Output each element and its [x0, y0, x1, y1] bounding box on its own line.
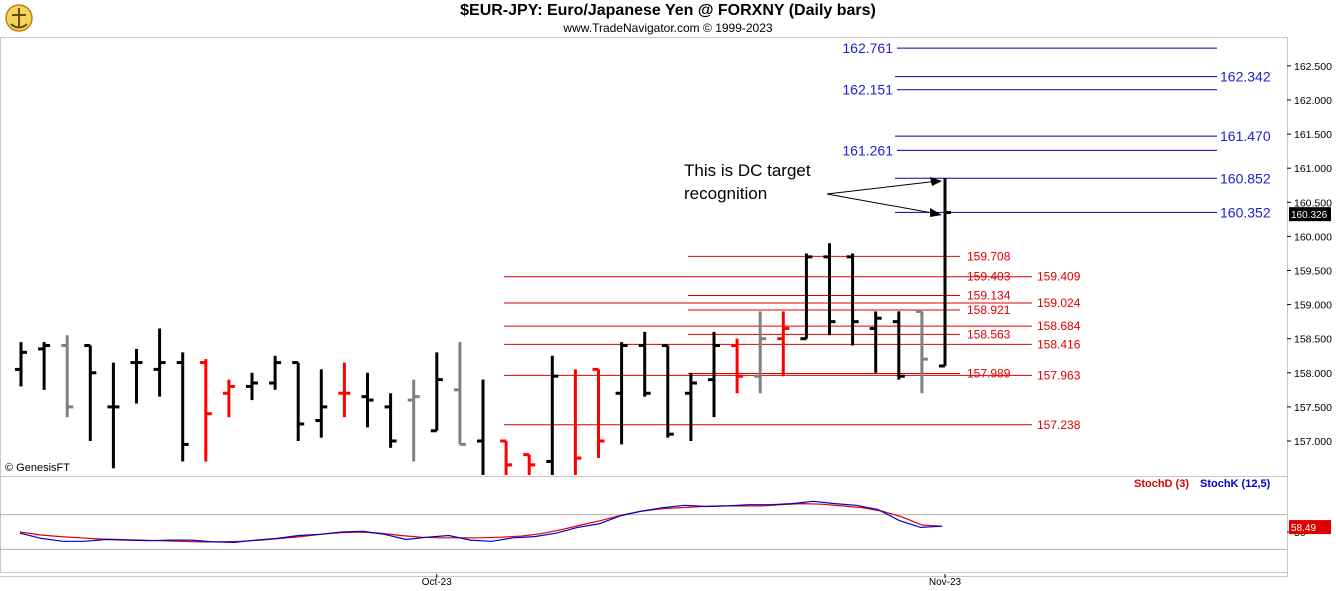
red-level-label: 159.409	[1037, 270, 1081, 284]
red-level-label: 158.684	[1037, 319, 1081, 333]
price-panel-frame	[0, 37, 1288, 477]
red-level-label: 159.134	[967, 288, 1011, 302]
price-bars	[15, 178, 951, 475]
price-tick-label: 160.000	[1294, 231, 1332, 243]
stoch-panel-frame	[0, 476, 1288, 573]
annotation-arrow-lower	[826, 193, 939, 215]
blue-level-label: 161.261	[842, 142, 893, 158]
stoch-series-line	[19, 502, 943, 543]
chart-header: $EUR-JPY: Euro/Japanese Yen @ FORXNY (Da…	[0, 0, 1336, 37]
annotation-text-line1: This is DC target	[684, 161, 811, 180]
date-axis: Oct-23 Nov-23	[422, 574, 962, 588]
stoch-series-line	[19, 500, 943, 544]
stochastic-panel: 50StochD (3)StochK (12,5)58.49	[0, 478, 1331, 550]
last-price-label: 160.326	[1291, 210, 1328, 221]
red-level-label: 159.024	[1037, 296, 1081, 310]
annotation-arrows	[826, 177, 942, 217]
level-lines: 162.761 162.342 162.151 161.470 161.261 160.8…	[504, 40, 1271, 432]
price-tick-label: 162.000	[1294, 95, 1332, 107]
stoch-legend-d: StochD (3)	[1134, 478, 1189, 490]
red-level-label: 158.563	[967, 327, 1011, 341]
blue-level-label: 162.151	[842, 82, 893, 98]
stoch-last-value-box	[1289, 520, 1331, 535]
annotation-arrow-upper	[826, 180, 939, 195]
price-tick-label: 161.500	[1294, 129, 1332, 141]
blue-level-label: 161.470	[1220, 128, 1271, 144]
price-axis: 157.000 157.500 158.000 158.500 159.000 159.5…	[1287, 38, 1332, 576]
date-tick-label: Nov-23	[929, 577, 962, 588]
red-level-label: 157.963	[1037, 368, 1081, 382]
price-tick-label: 160.500	[1294, 197, 1332, 209]
arrowhead-lower-icon	[930, 208, 942, 217]
watermark: © GenesisFT	[5, 462, 70, 474]
arrowhead-upper-icon	[930, 177, 942, 186]
blue-level-label: 162.761	[842, 40, 893, 56]
price-tick-label: 159.000	[1294, 300, 1332, 312]
blue-level-label: 160.352	[1220, 204, 1271, 220]
red-level-label: 158.921	[967, 303, 1011, 317]
chart-title: $EUR-JPY: Euro/Japanese Yen @ FORXNY (Da…	[460, 2, 876, 19]
price-tick-label: 159.500	[1294, 266, 1332, 278]
stoch-legend-k: StochK (12,5)	[1200, 478, 1271, 490]
price-tick-label: 158.500	[1294, 334, 1332, 346]
price-tick-label: 162.500	[1294, 61, 1332, 73]
annotation-text-line2: recognition	[684, 184, 767, 203]
price-tick-label: 161.000	[1294, 163, 1332, 175]
stoch-last-value-label: 58.49	[1291, 523, 1316, 534]
date-tick-label: Oct-23	[422, 577, 452, 588]
red-level-label: 157.238	[1037, 418, 1081, 432]
red-level-label: 158.416	[1037, 337, 1081, 351]
last-price-box	[1289, 207, 1331, 222]
blue-level-label: 160.852	[1220, 170, 1271, 186]
red-level-label: 159.403	[967, 270, 1011, 284]
price-tick-label: 157.000	[1294, 436, 1332, 448]
red-level-label: 159.708	[967, 249, 1011, 263]
trade-navigator-logo-icon	[4, 3, 34, 38]
red-level-label: 157.989	[967, 367, 1011, 381]
blue-level-label: 162.342	[1220, 69, 1271, 85]
chart-subtitle: www.TradeNavigator.com © 1999-2023	[563, 21, 773, 35]
price-tick-label: 158.000	[1294, 368, 1332, 380]
price-tick-label: 157.500	[1294, 402, 1332, 414]
